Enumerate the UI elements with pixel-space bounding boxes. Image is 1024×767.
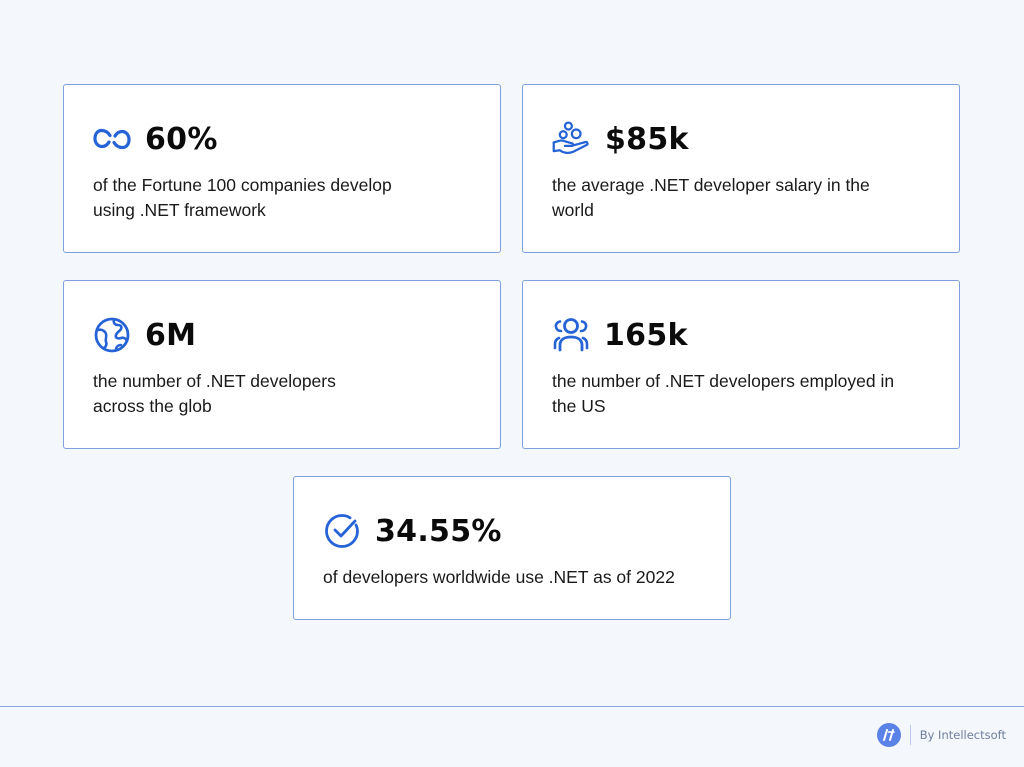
stat-description-line: of the Fortune 100 companies develop (93, 175, 392, 195)
check-circle-icon (323, 512, 361, 550)
brand-separator (909, 725, 911, 745)
stat-description: the number of .NET developers employed i… (552, 369, 894, 419)
link-icon (93, 120, 131, 158)
stat-value: 6M (145, 317, 197, 353)
stat-description: the average .NET developer salary in the… (552, 173, 870, 223)
stat-description-line: the number of .NET developers (93, 371, 336, 391)
stat-header: 60% (93, 119, 218, 159)
stat-card: $85k the average .NET developer salary i… (522, 84, 960, 253)
intellectsoft-logo-icon (876, 723, 901, 747)
stat-description-line: using .NET framework (93, 200, 266, 220)
stat-description-line: world (552, 200, 594, 220)
brand-text: By Intellectsoft (919, 728, 1006, 742)
stat-description: of the Fortune 100 companies develop usi… (93, 173, 392, 223)
stat-header: $85k (552, 119, 689, 159)
footer-divider (0, 706, 1024, 707)
stat-description: the number of .NET developers across the… (93, 369, 336, 419)
stat-description-line: the number of .NET developers employed i… (552, 371, 895, 391)
stat-card: 34.55% of developers worldwide use .NET … (293, 476, 731, 620)
stat-header: 165k (552, 315, 688, 355)
stat-description-line: of developers worldwide use .NET as of 2… (323, 567, 675, 587)
hand-coins-icon (552, 120, 590, 158)
stat-header: 6M (93, 315, 196, 355)
stat-description-line: across the glob (93, 396, 212, 416)
brand-badge: By Intellectsoft (876, 722, 1006, 748)
globe-icon (93, 316, 131, 354)
stat-description: of developers worldwide use .NET as of 2… (323, 565, 675, 590)
stat-value: $85k (605, 121, 689, 157)
stat-value: 60% (145, 121, 218, 157)
stat-description-line: the US (552, 396, 606, 416)
users-icon (552, 316, 590, 354)
stat-card: 60% of the Fortune 100 companies develop… (63, 84, 501, 253)
stat-value: 165k (604, 317, 688, 353)
stat-description-line: the average .NET developer salary in the (552, 175, 870, 195)
stat-card: 6M the number of .NET developers across … (63, 280, 501, 449)
stat-value: 34.55% (375, 513, 502, 549)
stat-card: 165k the number of .NET developers emplo… (522, 280, 960, 449)
stat-header: 34.55% (323, 511, 502, 551)
